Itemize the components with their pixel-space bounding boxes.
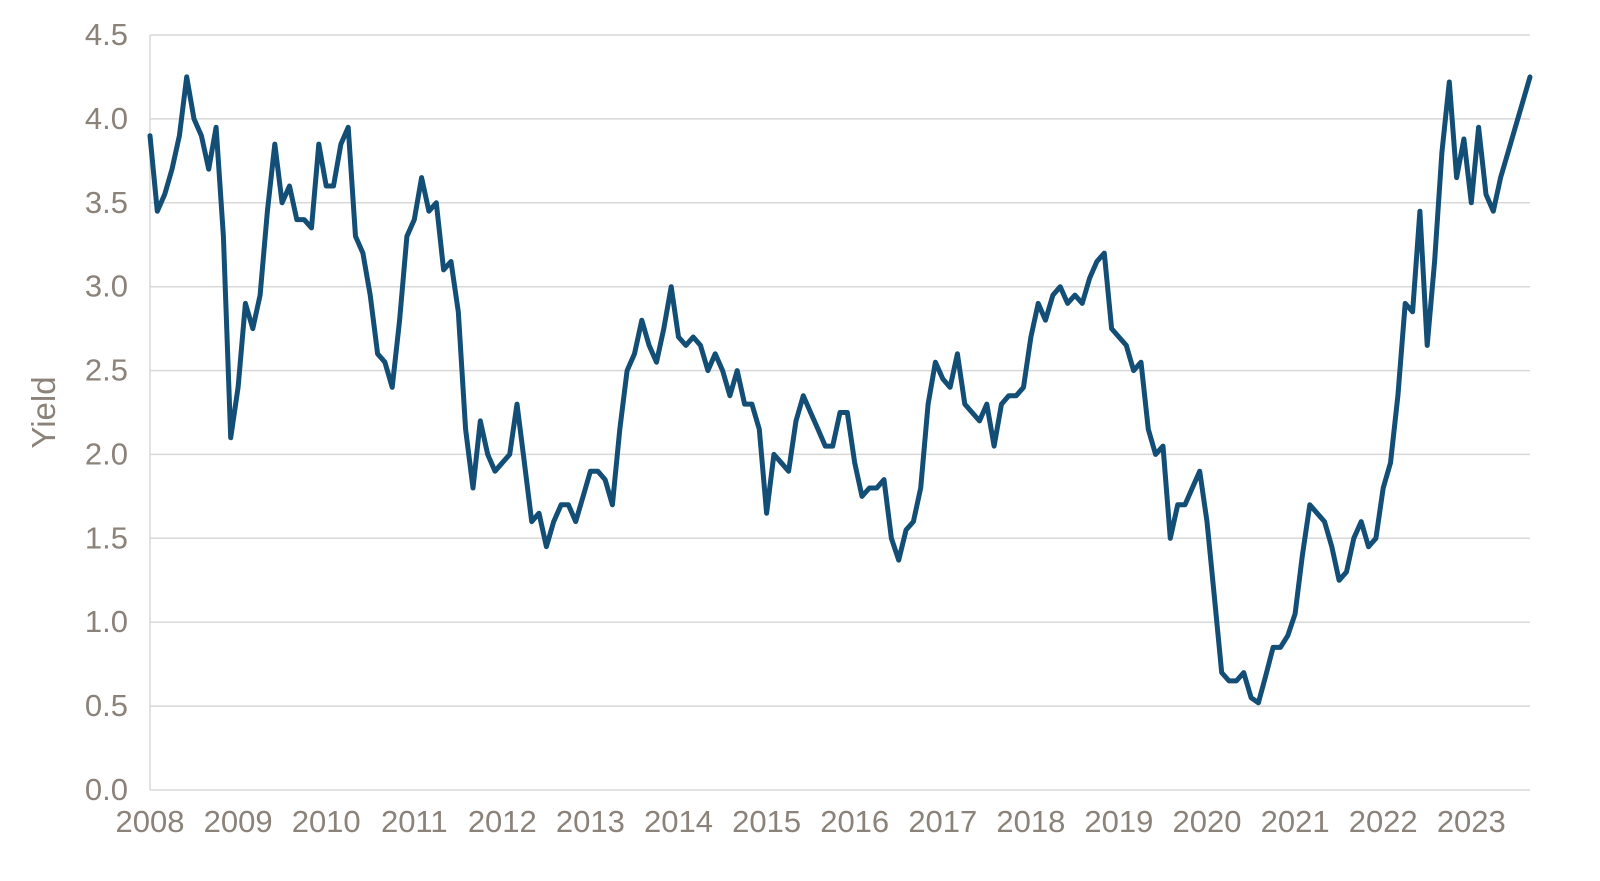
y-tick-label: 1.5	[85, 520, 128, 555]
x-tick-label: 2021	[1261, 804, 1330, 839]
y-tick-label: 3.5	[85, 185, 128, 220]
x-tick-label: 2023	[1437, 804, 1506, 839]
y-tick-label: 2.0	[85, 436, 128, 471]
x-tick-label: 2009	[204, 804, 273, 839]
y-tick-label: 2.5	[85, 353, 128, 388]
y-tick-label: 0.5	[85, 688, 128, 723]
x-tick-label: 2018	[996, 804, 1065, 839]
y-tick-label: 1.0	[85, 604, 128, 639]
x-tick-label: 2014	[644, 804, 713, 839]
y-axis-title: Yield	[25, 376, 62, 448]
x-tick-label: 2008	[116, 804, 185, 839]
x-tick-label: 2010	[292, 804, 361, 839]
x-tick-label: 2015	[732, 804, 801, 839]
x-tick-label: 2016	[820, 804, 889, 839]
x-tick-label: 2020	[1173, 804, 1242, 839]
x-tick-label: 2013	[556, 804, 625, 839]
y-tick-label: 4.5	[85, 17, 128, 52]
x-tick-label: 2011	[381, 804, 448, 839]
y-tick-label: 4.0	[85, 101, 128, 136]
x-tick-label: 2019	[1084, 804, 1153, 839]
y-tick-label: 3.0	[85, 269, 128, 304]
x-tick-label: 2017	[908, 804, 977, 839]
x-tick-label: 2012	[468, 804, 537, 839]
x-tick-label: 2022	[1349, 804, 1418, 839]
y-tick-label: 0.0	[85, 772, 128, 807]
yield-series-line	[147, 74, 1533, 706]
